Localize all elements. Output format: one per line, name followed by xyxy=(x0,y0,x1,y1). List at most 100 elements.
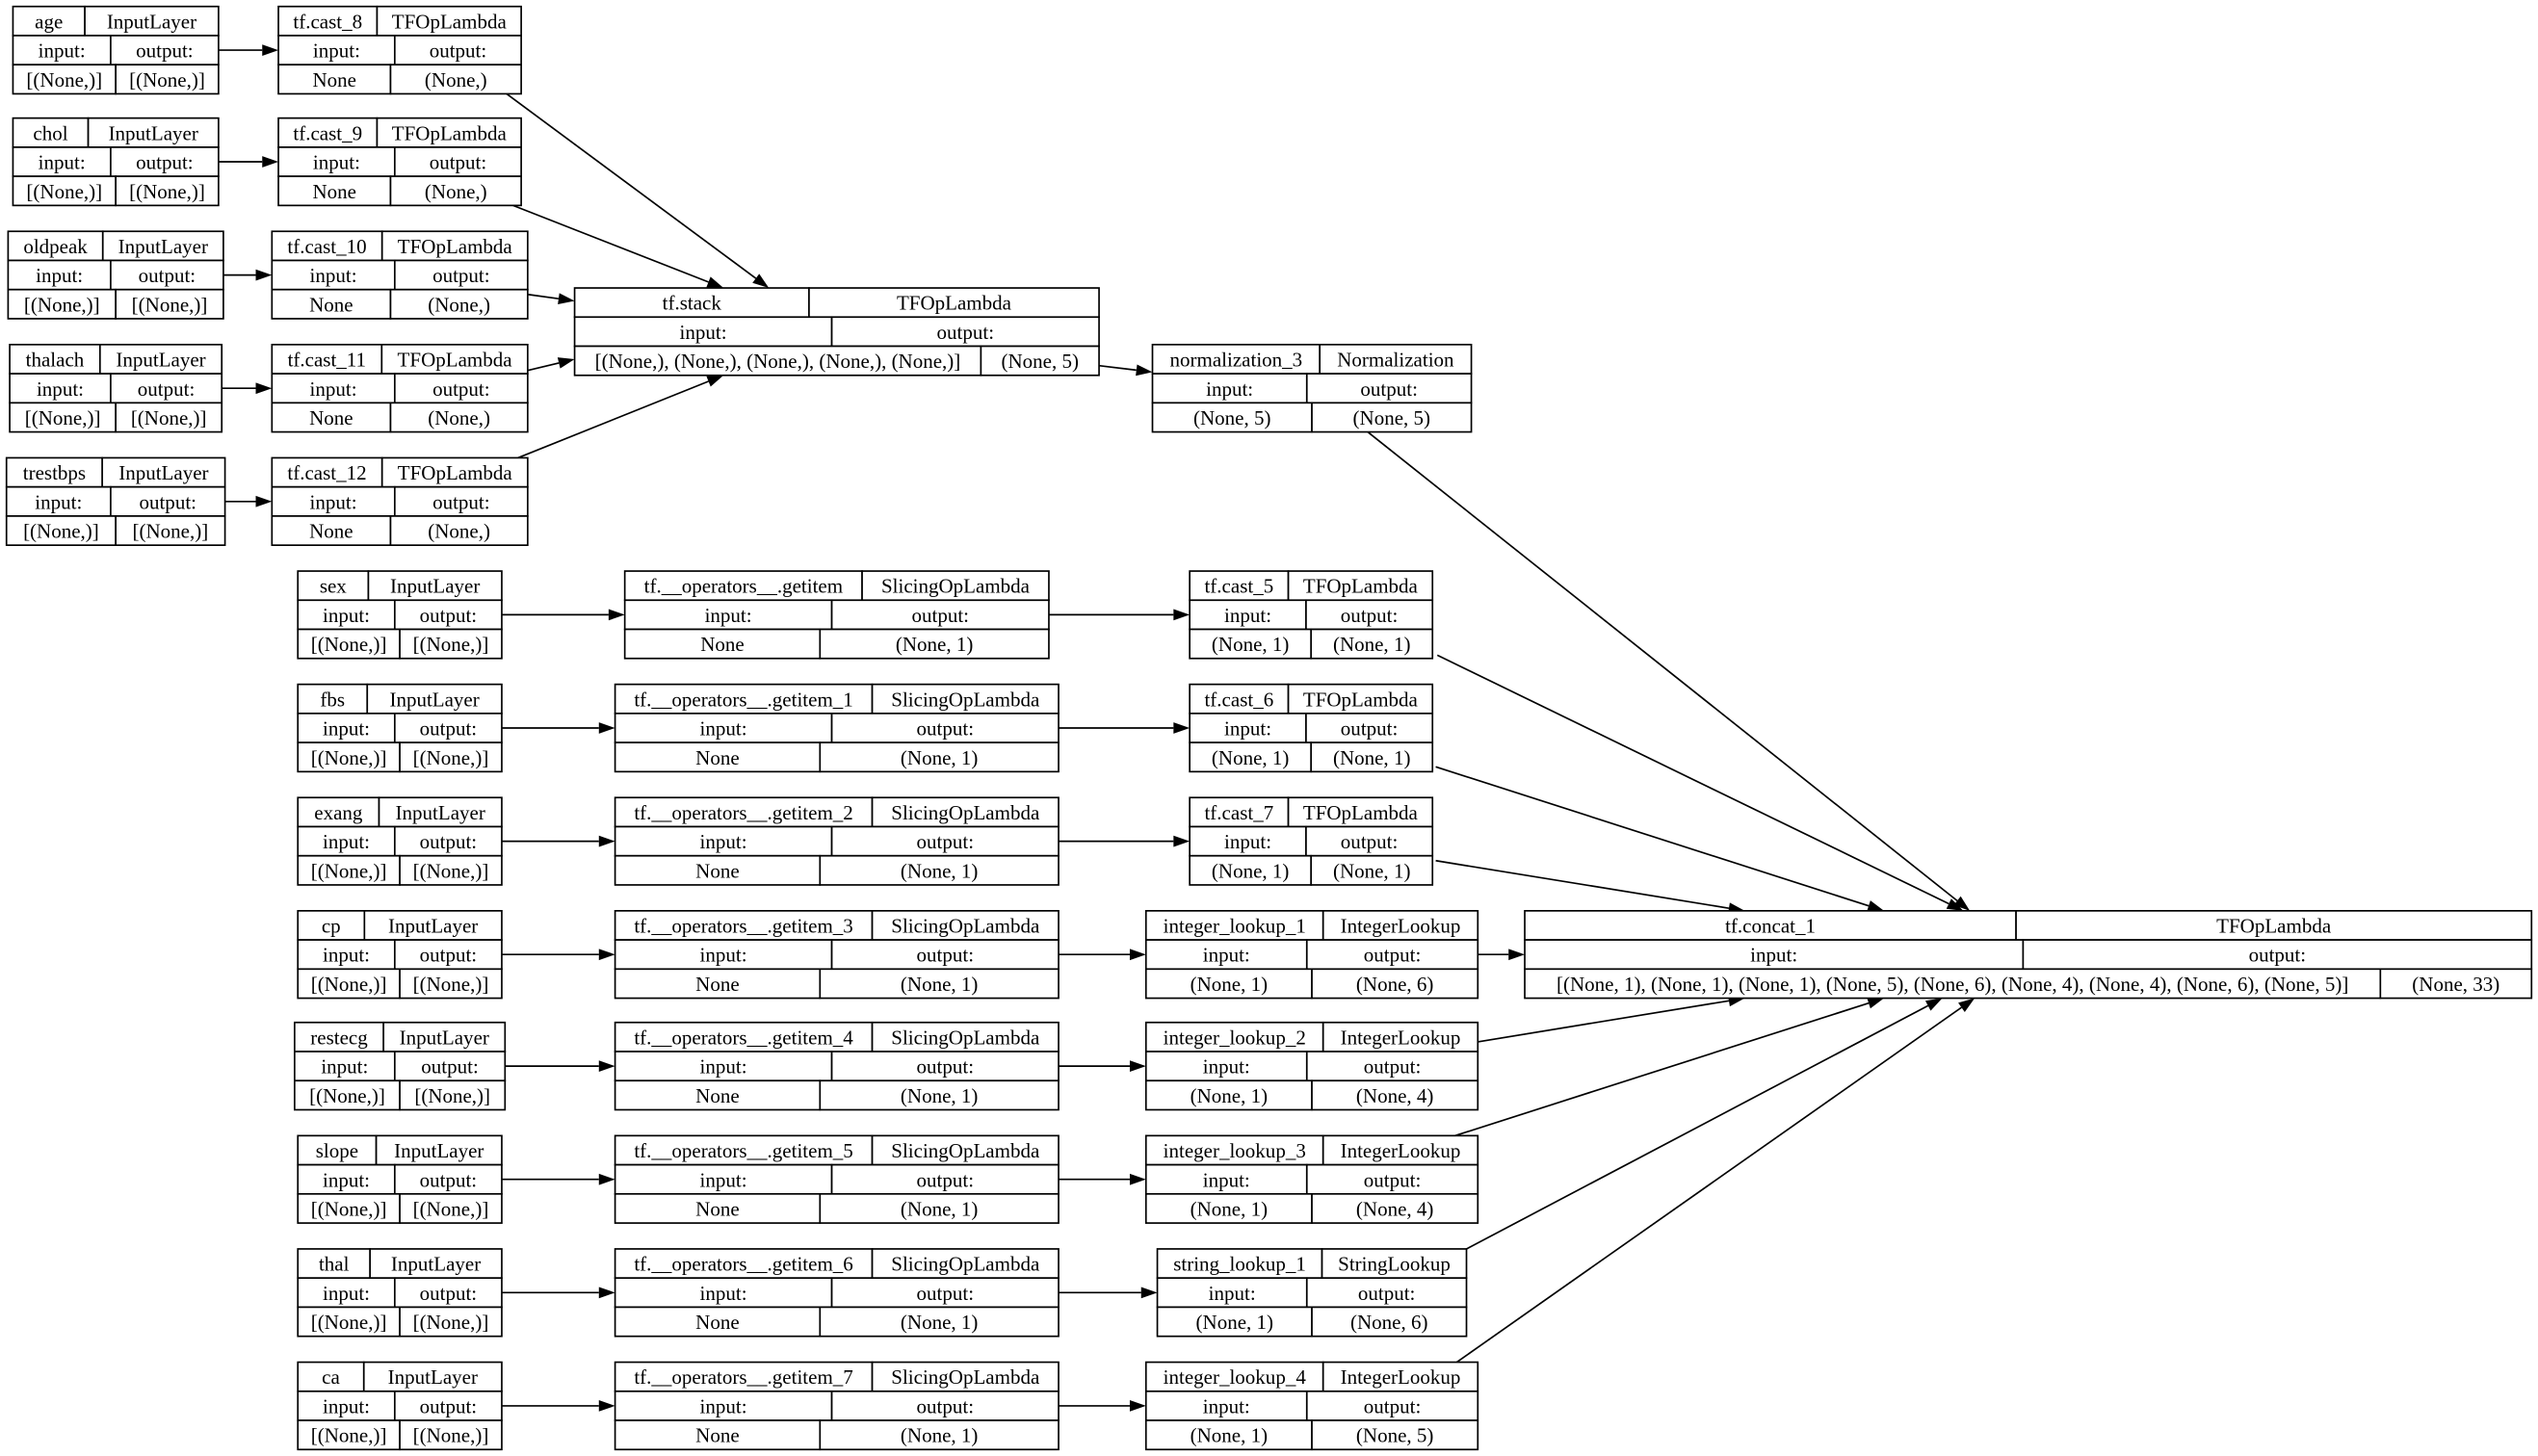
layer-node-gi1[interactable]: tf.__operators__.getitem_1 SlicingOpLambd… xyxy=(614,683,1060,773)
layer-node-trestbps[interactable]: trestbps InputLayer input: output: [(None,)]… xyxy=(5,456,226,546)
input-shape: [(None,)] xyxy=(24,293,100,316)
layer-type: IntegerLookup xyxy=(1341,915,1461,938)
input-shape-cell xyxy=(1189,628,1313,660)
input-shape-cell xyxy=(1144,968,1313,1000)
layer-node-cast10[interactable]: tf.cast_10 TFOpLambda input: output: None (No… xyxy=(271,230,529,320)
arrowhead-icon xyxy=(255,382,273,395)
layer-type-cell xyxy=(871,1134,1060,1166)
layer-node-il1[interactable]: integer_lookup_1 IntegerLookup input: outpu… xyxy=(1144,909,1479,1000)
layer-node-gi0[interactable]: tf.__operators__.getitem SlicingOpLambda i… xyxy=(623,570,1050,660)
layer-node-ca[interactable]: ca InputLayer input: output: [(None,)] [(None… xyxy=(297,1361,503,1451)
output-shape-cell xyxy=(980,345,1100,377)
input-shape: None xyxy=(695,1084,740,1107)
output-shape-cell xyxy=(1310,854,1434,886)
output-label-cell xyxy=(393,35,522,66)
layer-node-age[interactable]: age InputLayer input: output: [(None,)] [(Non… xyxy=(12,5,220,95)
layer-node-gi3[interactable]: tf.__operators__.getitem_3 SlicingOpLambd… xyxy=(614,909,1060,1000)
layer-node-cast9[interactable]: tf.cast_9 TFOpLambda input: output: None (Non… xyxy=(277,117,522,207)
input-label: input: xyxy=(1203,1055,1250,1079)
layer-node-sl1[interactable]: string_lookup_1 StringLookup input: output:… xyxy=(1156,1248,1468,1338)
layer-node-gi2[interactable]: tf.__operators__.getitem_2 SlicingOpLambd… xyxy=(614,796,1060,886)
output-shape: (None, 5) xyxy=(1001,350,1078,373)
layer-node-gi7[interactable]: tf.__operators__.getitem_7 SlicingOpLambd… xyxy=(614,1361,1060,1451)
layer-node-cast11[interactable]: tf.cast_11 TFOpLambda input: output: None (No… xyxy=(271,344,529,433)
output-label-cell xyxy=(110,259,224,291)
layer-node-il4[interactable]: integer_lookup_4 IntegerLookup input: outpu… xyxy=(1144,1361,1479,1451)
layer-node-chol[interactable]: chol InputLayer input: output: [(None,)] [(No… xyxy=(12,117,220,207)
layer-name: tf.__operators__.getitem_3 xyxy=(634,915,852,938)
layer-node-cp[interactable]: cp InputLayer input: output: [(None,)] [(None… xyxy=(297,909,503,1000)
layer-node-stack[interactable]: tf.stack TFOpLambda input: output: [(None,),… xyxy=(573,287,1100,377)
input-shape: [(None,)] xyxy=(311,973,387,996)
layer-type: InputLayer xyxy=(118,461,208,484)
layer-type: IntegerLookup xyxy=(1341,1026,1461,1049)
output-shape-cell xyxy=(819,1193,1060,1224)
layer-name: integer_lookup_3 xyxy=(1164,1139,1306,1162)
layer-node-restecg[interactable]: restecg InputLayer input: output: [(None,)] [… xyxy=(294,1021,507,1111)
layer-node-oldpeak[interactable]: oldpeak InputLayer input: output: [(None,)] [… xyxy=(7,230,224,320)
layer-node-gi4[interactable]: tf.__operators__.getitem_4 SlicingOpLambd… xyxy=(614,1021,1060,1111)
arrowhead-icon xyxy=(598,835,615,847)
output-shape: [(None,)] xyxy=(413,859,489,882)
layer-node-il3[interactable]: integer_lookup_3 IntegerLookup input: outpu… xyxy=(1144,1134,1479,1224)
layer-node-slope[interactable]: slope InputLayer input: output: [(None,)] [(N… xyxy=(297,1134,503,1224)
layer-node-exang[interactable]: exang InputLayer input: output: [(None,)] [(N… xyxy=(297,796,503,886)
layer-node-cast12[interactable]: tf.cast_12 TFOpLambda input: output: None (No… xyxy=(271,456,529,546)
layer-node-cast6[interactable]: tf.cast_6 TFOpLambda input: output: (None, 1… xyxy=(1189,683,1434,773)
layer-type: TFOpLambda xyxy=(2216,915,2332,938)
output-label: output: xyxy=(420,1282,478,1305)
output-shape: (None, 1) xyxy=(1333,859,1410,882)
layer-name-cell xyxy=(1144,1361,1324,1392)
input-shape-cell xyxy=(12,175,117,207)
input-shape: (None, 1) xyxy=(1191,973,1268,996)
layer-node-cast5[interactable]: tf.cast_5 TFOpLambda input: output: (None, 1… xyxy=(1189,570,1434,660)
input-shape: (None, 1) xyxy=(1212,746,1289,769)
output-shape-cell xyxy=(389,288,529,320)
arrowhead-icon xyxy=(1508,949,1526,961)
edge-cast9-stack xyxy=(512,204,709,283)
layer-node-sex[interactable]: sex InputLayer input: output: [(None,)] [(Non… xyxy=(297,570,503,660)
layer-type: InputLayer xyxy=(118,235,208,258)
layer-node-thal[interactable]: thal InputLayer input: output: [(None,)] [(No… xyxy=(297,1248,503,1338)
layer-node-cast7[interactable]: tf.cast_7 TFOpLambda input: output: (None, 1… xyxy=(1189,796,1434,886)
output-label: output: xyxy=(432,490,490,513)
layer-node-gi6[interactable]: tf.__operators__.getitem_6 SlicingOpLambd… xyxy=(614,1248,1060,1338)
layer-node-il2[interactable]: integer_lookup_2 IntegerLookup input: outpu… xyxy=(1144,1021,1479,1111)
input-shape-cell xyxy=(297,1306,401,1338)
layer-name: age xyxy=(35,10,63,33)
layer-name: exang xyxy=(314,801,363,824)
layer-node-norm[interactable]: normalization_3 Normalization input: output… xyxy=(1151,344,1473,433)
edges xyxy=(218,44,1975,1412)
layer-node-concat[interactable]: tf.concat_1 TFOpLambda input: output: [(None… xyxy=(1524,909,2533,1000)
layer-type: IntegerLookup xyxy=(1341,1365,1461,1389)
input-label: input: xyxy=(323,1168,370,1191)
layer-type: SlicingOpLambda xyxy=(891,915,1040,938)
input-shape-cell xyxy=(614,1193,822,1224)
layer-name-cell xyxy=(7,230,104,262)
layer-name: thal xyxy=(319,1253,350,1276)
output-shape-cell xyxy=(399,1079,507,1111)
layer-node-thalach[interactable]: thalach InputLayer input: output: [(None,)] [… xyxy=(9,344,223,433)
layer-type: SlicingOpLambda xyxy=(891,1026,1040,1049)
input-label: input: xyxy=(313,39,360,63)
output-label: output: xyxy=(136,151,194,174)
layer-node-fbs[interactable]: fbs InputLayer input: output: [(None,)] [(Non… xyxy=(297,683,503,773)
layer-node-gi5[interactable]: tf.__operators__.getitem_5 SlicingOpLambd… xyxy=(614,1134,1060,1224)
input-shape: (None, 1) xyxy=(1191,1424,1268,1447)
input-shape-cell xyxy=(1144,1193,1313,1224)
output-label: output: xyxy=(1341,717,1399,741)
output-label-cell xyxy=(830,1390,1060,1421)
output-label-cell xyxy=(830,939,1060,971)
input-label: input: xyxy=(323,830,370,853)
layer-name-cell xyxy=(1189,796,1290,828)
input-label-cell xyxy=(1189,825,1307,857)
layer-node-cast8[interactable]: tf.cast_8 TFOpLambda input: output: None (Non… xyxy=(277,5,522,95)
layer-type: IntegerLookup xyxy=(1341,1139,1461,1162)
output-shape: (None, 6) xyxy=(1356,973,1433,996)
arrowhead-icon xyxy=(1129,1173,1146,1185)
layer-type-cell xyxy=(2015,909,2533,941)
output-shape-cell xyxy=(1311,1193,1479,1224)
layer-type-cell xyxy=(376,117,522,148)
input-label: input: xyxy=(310,490,357,513)
layer-name-cell xyxy=(1156,1248,1323,1280)
